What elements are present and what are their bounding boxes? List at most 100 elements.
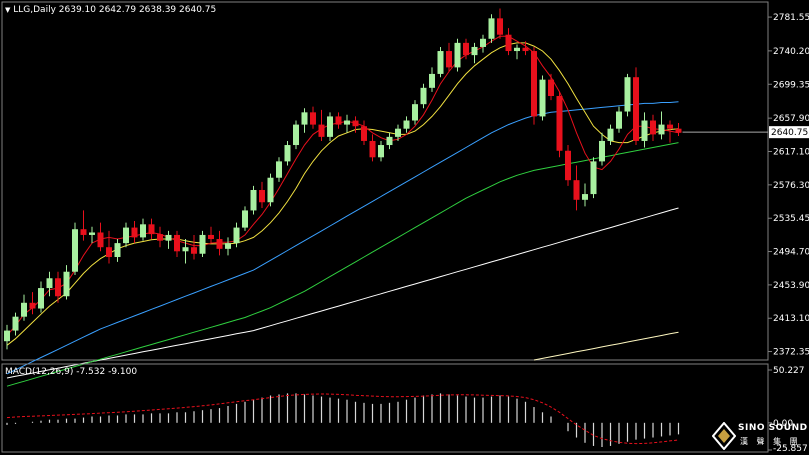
candle: [259, 181, 265, 208]
candle: [284, 140, 291, 166]
candle-body: [4, 330, 10, 342]
candle-body: [106, 247, 112, 258]
candle-body: [267, 177, 274, 203]
candle: [242, 206, 248, 231]
dropdown-triangle-icon[interactable]: ▼: [5, 6, 11, 14]
candle: [29, 292, 36, 315]
candle: [505, 28, 512, 56]
candle-body: [446, 51, 452, 68]
candle-body: [80, 229, 87, 235]
current-price-label: 2640.75: [771, 128, 808, 138]
price-tick-label: 2535.45: [773, 214, 809, 224]
candle-body: [548, 79, 554, 96]
candle: [276, 157, 282, 182]
candle-body: [514, 47, 520, 52]
candle-body: [480, 38, 486, 47]
price-tick-label: 2699.35: [773, 80, 809, 90]
candle-body: [165, 234, 172, 241]
candle: [361, 120, 367, 146]
candle-body: [38, 288, 44, 309]
candle: [548, 73, 554, 101]
current-price-box: [769, 126, 809, 139]
chart-header: ▼ LLG,Daily 2639.10 2642.79 2638.39 2640…: [5, 5, 216, 15]
candle: [412, 100, 418, 125]
candle-body: [12, 316, 19, 331]
candle: [573, 165, 580, 211]
ohlc-values: 2639.10 2642.79 2638.39 2640.75: [58, 5, 217, 15]
candle: [582, 183, 588, 207]
candle: [4, 324, 10, 350]
candle: [650, 114, 656, 141]
ma-mid-line: [6, 101, 679, 375]
candle: [599, 132, 605, 166]
macd-tick-label: 50.227: [773, 366, 805, 376]
candle: [106, 230, 112, 264]
candle: [123, 222, 129, 248]
candle: [233, 222, 240, 248]
candle-body: [250, 189, 257, 211]
candle: [429, 67, 435, 92]
candle: [369, 134, 376, 162]
candle-body: [361, 126, 367, 141]
candle-body: [590, 161, 597, 195]
candle: [420, 83, 427, 109]
price-tick-label: 2576.30: [773, 181, 809, 191]
candle-body: [607, 128, 614, 141]
candle: [352, 116, 359, 133]
candle-body: [225, 243, 231, 249]
price-tick-label: 2657.90: [773, 114, 809, 124]
candle: [437, 46, 444, 78]
candle-body: [72, 229, 78, 272]
candle-body: [208, 234, 214, 240]
candle-body: [488, 18, 495, 39]
candle: [344, 114, 350, 133]
candle: [140, 218, 146, 241]
candle: [531, 46, 537, 125]
candle-body: [335, 116, 342, 125]
candle-body: [463, 42, 469, 56]
candle-body: [650, 120, 656, 135]
candle: [301, 108, 308, 133]
candle-body: [140, 224, 146, 238]
candle-body: [276, 161, 282, 178]
candle: [522, 41, 529, 56]
candle: [335, 112, 342, 129]
candle: [497, 8, 503, 39]
candle: [565, 145, 571, 186]
candle: [46, 271, 53, 297]
candle-body: [63, 271, 70, 297]
logo-text-cn: 漢 聲 集 團: [740, 437, 801, 446]
candle-body: [403, 120, 410, 129]
candle-body: [191, 247, 197, 254]
candle: [658, 111, 665, 140]
candle: [97, 222, 104, 252]
macd-panel: [1, 363, 769, 453]
candle: [131, 221, 138, 244]
candle-body: [55, 278, 61, 297]
candle: [675, 122, 682, 137]
candle: [616, 106, 622, 133]
candle: [208, 226, 214, 244]
candle-body: [582, 194, 588, 200]
candle: [293, 120, 299, 150]
candle: [114, 239, 121, 262]
candle-body: [182, 247, 189, 252]
candle-body: [386, 136, 393, 146]
candle: [63, 265, 70, 300]
candle: [641, 112, 648, 148]
candle-body: [123, 227, 129, 244]
candle-body: [565, 150, 571, 181]
candle: [514, 44, 520, 60]
candle: [191, 234, 197, 260]
macd-tick-label: 0.00: [773, 419, 793, 429]
main-panel: [1, 1, 769, 361]
candle-body: [301, 112, 308, 125]
candle: [318, 109, 325, 141]
candle-body: [97, 232, 104, 248]
candle-body: [531, 51, 537, 117]
logo-text-en: SINO SOUND: [738, 423, 808, 433]
candle-body: [429, 73, 435, 88]
main-frame: [1, 1, 769, 361]
candle-body: [46, 278, 53, 289]
